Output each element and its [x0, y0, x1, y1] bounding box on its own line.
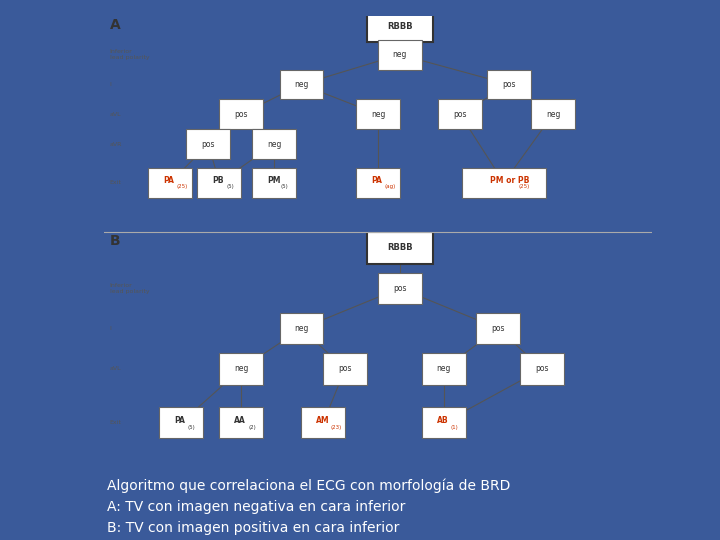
Text: (23): (23)	[330, 424, 341, 430]
Text: pos: pos	[492, 324, 505, 333]
FancyBboxPatch shape	[487, 70, 531, 99]
Text: (ag): (ag)	[385, 184, 396, 190]
Text: AM: AM	[316, 416, 330, 425]
FancyBboxPatch shape	[197, 167, 241, 198]
Text: neg: neg	[436, 364, 451, 373]
FancyBboxPatch shape	[521, 353, 564, 384]
Text: pos: pos	[338, 364, 352, 373]
FancyBboxPatch shape	[367, 12, 433, 42]
FancyBboxPatch shape	[422, 407, 466, 438]
Text: PB: PB	[212, 176, 224, 185]
Text: I: I	[110, 82, 112, 87]
Text: B: B	[110, 234, 120, 248]
Text: RBBB: RBBB	[387, 22, 413, 31]
Text: (5): (5)	[226, 184, 234, 190]
FancyBboxPatch shape	[186, 129, 230, 159]
Text: Inferior
lead polarity: Inferior lead polarity	[110, 283, 150, 294]
FancyBboxPatch shape	[356, 167, 400, 198]
Text: (5): (5)	[281, 184, 289, 190]
FancyBboxPatch shape	[279, 70, 323, 99]
Text: PA: PA	[371, 176, 382, 185]
FancyBboxPatch shape	[378, 273, 422, 304]
FancyBboxPatch shape	[356, 99, 400, 129]
Text: Algoritmo que correlaciona el ECG con morfología de BRD
A: TV con imagen negativ: Algoritmo que correlaciona el ECG con mo…	[107, 479, 510, 535]
Text: Inferior
lead polarity: Inferior lead polarity	[110, 49, 150, 60]
Text: aVL: aVL	[110, 112, 122, 117]
Text: (1): (1)	[451, 424, 459, 430]
Text: neg: neg	[546, 110, 560, 119]
Text: aVR: aVR	[110, 141, 122, 147]
FancyBboxPatch shape	[302, 407, 345, 438]
Text: pos: pos	[393, 284, 407, 293]
Text: pos: pos	[503, 80, 516, 89]
FancyBboxPatch shape	[252, 167, 296, 198]
FancyBboxPatch shape	[531, 99, 575, 129]
Text: PA: PA	[163, 176, 174, 185]
Text: (2): (2)	[248, 424, 256, 430]
FancyBboxPatch shape	[220, 99, 263, 129]
Text: aVL: aVL	[110, 367, 122, 372]
FancyBboxPatch shape	[438, 99, 482, 129]
FancyBboxPatch shape	[422, 353, 466, 384]
Text: neg: neg	[392, 50, 407, 59]
Text: RBBB: RBBB	[387, 244, 413, 252]
FancyBboxPatch shape	[279, 313, 323, 345]
FancyBboxPatch shape	[148, 167, 192, 198]
FancyBboxPatch shape	[159, 407, 203, 438]
Text: Exit: Exit	[110, 180, 122, 185]
FancyBboxPatch shape	[378, 39, 422, 70]
Text: PA: PA	[174, 416, 185, 425]
Text: pos: pos	[235, 110, 248, 119]
Text: (25): (25)	[177, 184, 188, 190]
Text: PM: PM	[267, 176, 281, 185]
Text: (25): (25)	[518, 184, 529, 190]
FancyBboxPatch shape	[367, 232, 433, 264]
Text: neg: neg	[234, 364, 248, 373]
FancyBboxPatch shape	[252, 129, 296, 159]
Text: (5): (5)	[188, 424, 196, 430]
Text: pos: pos	[202, 140, 215, 149]
Text: neg: neg	[294, 324, 309, 333]
Text: pos: pos	[454, 110, 467, 119]
Text: Exit: Exit	[110, 420, 122, 425]
Text: PM or PB: PM or PB	[490, 176, 529, 185]
Text: I: I	[110, 326, 112, 331]
Text: AB: AB	[437, 416, 449, 425]
Text: neg: neg	[371, 110, 385, 119]
FancyBboxPatch shape	[477, 313, 521, 345]
Text: neg: neg	[267, 140, 282, 149]
Text: A: A	[110, 18, 121, 32]
Text: AA: AA	[234, 416, 246, 425]
FancyBboxPatch shape	[323, 353, 367, 384]
FancyBboxPatch shape	[220, 407, 263, 438]
FancyBboxPatch shape	[220, 353, 263, 384]
FancyBboxPatch shape	[462, 167, 546, 198]
Text: neg: neg	[294, 80, 309, 89]
Text: pos: pos	[536, 364, 549, 373]
